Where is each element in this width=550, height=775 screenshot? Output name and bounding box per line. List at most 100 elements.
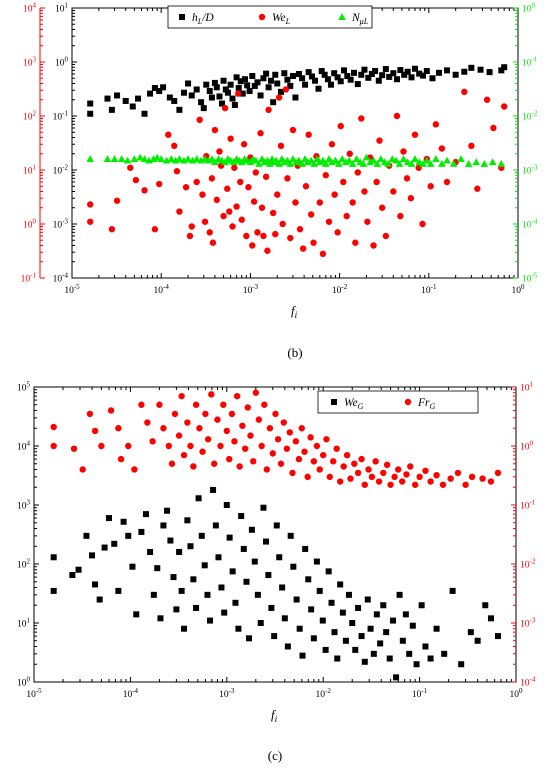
data-point-WeG [290, 563, 297, 570]
y-tick-label: 103 [23, 56, 37, 69]
x-axis-label: fi [291, 303, 298, 320]
data-point-FrG [304, 473, 311, 481]
data-point-FrG [236, 463, 243, 470]
data-point-hL_D [419, 72, 426, 79]
data-point-NmuL [345, 156, 353, 164]
data-point-WeL [490, 124, 497, 132]
data-point-WeL [299, 245, 307, 252]
data-point-NmuL [331, 156, 340, 164]
legend-marker-WeG [331, 399, 337, 405]
data-point-FrG [274, 436, 282, 443]
data-point-FrG [107, 407, 115, 414]
data-point-WeG [345, 591, 352, 598]
y-tick-label: 102 [23, 110, 37, 123]
data-point-WeL [346, 150, 353, 157]
data-point-FrG [295, 455, 303, 463]
data-point-WeG [181, 625, 188, 632]
data-point-NmuL [86, 155, 95, 162]
data-point-hL_D [108, 106, 115, 113]
data-point-WeG [271, 633, 278, 640]
data-point-hL_D [242, 76, 249, 83]
plot-frame [71, 7, 519, 279]
data-point-WeG [373, 611, 380, 618]
data-point-FrG [171, 410, 179, 418]
data-point-WeG [441, 650, 448, 657]
data-point-hL_D [365, 74, 372, 81]
data-point-WeL [238, 216, 245, 223]
data-point-hL_D [257, 92, 264, 99]
data-point-NmuL [403, 158, 412, 166]
data-point-hL_D [254, 79, 261, 86]
data-point-WeL [224, 185, 231, 192]
data-point-NmuL [167, 155, 176, 162]
legend-label-FrG: FrG [417, 397, 436, 411]
data-point-hL_D [193, 86, 200, 93]
data-point-hL_D [200, 105, 207, 112]
data-point-hL_D [390, 70, 397, 77]
data-point-WeL [325, 218, 333, 225]
data-point-FrG [250, 458, 257, 465]
data-point-FrG [255, 416, 263, 423]
data-point-hL_D [429, 75, 436, 82]
data-point-WeG [157, 615, 164, 622]
data-point-NmuL [157, 155, 165, 162]
data-point-WeL [370, 242, 377, 249]
data-point-hL_D [208, 94, 215, 101]
data-point-FrG [280, 419, 287, 426]
data-point-FrG [399, 478, 406, 485]
data-point-WeL [243, 232, 250, 240]
data-point-WeL [186, 232, 194, 240]
data-point-NmuL [275, 160, 283, 167]
data-point-WeL [258, 204, 266, 211]
x-tick-label: 10-2 [316, 687, 332, 700]
data-point-WeG [262, 538, 269, 545]
data-point-WeL [397, 212, 404, 220]
y-tick-label: 10-3 [522, 164, 538, 177]
data-point-WeG [322, 646, 329, 653]
data-point-WeL [165, 131, 172, 138]
data-point-WeG [310, 635, 317, 642]
data-point-WeG [96, 596, 103, 603]
data-point-WeG [218, 584, 225, 591]
data-point-WeG [221, 609, 228, 616]
data-point-hL_D [235, 85, 242, 92]
data-point-WeG [207, 617, 214, 624]
data-point-WeG [276, 554, 283, 561]
panel-label: (b) [287, 345, 302, 360]
data-point-NmuL [136, 153, 144, 161]
data-point-WeL [213, 196, 220, 204]
data-point-FrG [454, 469, 462, 477]
data-point-WeL [250, 198, 258, 205]
data-point-NmuL [395, 160, 404, 167]
data-point-WeL [231, 164, 238, 171]
data-point-WeL [296, 226, 304, 233]
data-point-WeG [101, 544, 108, 551]
data-point-WeL [331, 191, 338, 198]
data-point-NmuL [362, 153, 371, 161]
data-point-FrG [91, 427, 99, 435]
data-point-WeG [349, 620, 356, 626]
data-point-WeG [129, 563, 136, 570]
data-point-FrG [202, 410, 209, 418]
data-point-WeG [390, 617, 397, 624]
data-point-NmuL [426, 160, 435, 167]
data-point-WeL [127, 164, 134, 171]
data-point-hL_D [401, 71, 408, 78]
data-point-WeG [279, 584, 286, 591]
x-axis-label: fi [271, 707, 278, 724]
data-point-hL_D [185, 80, 192, 87]
data-point-FrG [190, 463, 197, 470]
data-point-WeG [293, 596, 300, 603]
legend-marker-hL_D [179, 14, 185, 20]
data-point-WeL [443, 178, 451, 186]
data-point-hL_D [122, 97, 129, 104]
y-tick-label: 10-2 [520, 558, 536, 571]
data-point-WeL [87, 201, 94, 208]
data-point-WeG [494, 633, 501, 640]
data-point-FrG [180, 451, 188, 459]
data-point-FrG [368, 473, 376, 481]
data-point-WeG [355, 604, 362, 611]
data-point-WeG [138, 528, 145, 535]
data-point-WeL [188, 223, 195, 230]
data-point-hL_D [423, 68, 430, 75]
